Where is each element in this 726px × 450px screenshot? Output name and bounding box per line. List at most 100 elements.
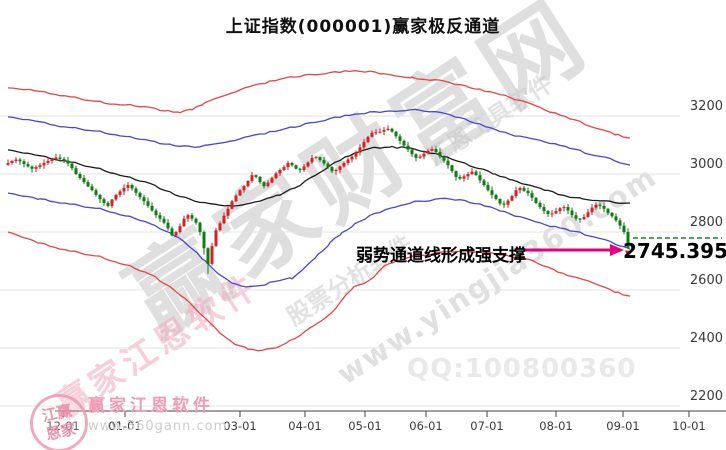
candle-body [358, 147, 362, 153]
candle-body [274, 173, 278, 179]
candle-body [450, 165, 454, 172]
candle-body [58, 157, 62, 159]
y-axis-label-2800: 2800 [689, 215, 723, 230]
candle-body [610, 212, 614, 217]
candle-body [190, 215, 194, 219]
candle-body [310, 157, 314, 163]
candle-body [122, 187, 126, 192]
candle-body [194, 218, 198, 223]
candle-body [246, 180, 250, 187]
candle-body [482, 180, 486, 186]
candle-body [198, 222, 202, 232]
candle-body [158, 215, 162, 219]
candle-body [522, 187, 526, 191]
candle-body [434, 149, 438, 152]
x-axis-label-12-01: 12-01 [46, 419, 80, 433]
candle-body [554, 211, 558, 214]
candle-body [82, 178, 86, 183]
end-marker-triangle-icon [625, 250, 631, 257]
x-axis-label-04-01: 04-01 [288, 419, 322, 433]
candle-body [334, 169, 338, 172]
candle-body [562, 207, 566, 209]
candle-body [582, 216, 586, 220]
candle-body [402, 140, 406, 146]
candle-body [398, 136, 402, 141]
candle-body [98, 194, 102, 200]
candle-body [38, 165, 42, 168]
support-price-label: 2745.3952 [623, 239, 726, 263]
channel-line-lower_outer_red [7, 231, 631, 352]
y-axis-label-3200: 3200 [689, 99, 723, 114]
candle-body [214, 230, 218, 246]
candle-body [594, 204, 598, 208]
y-axis-label-2400: 2400 [689, 331, 723, 346]
vendor-site-url: www.360gann.com [88, 419, 228, 434]
candle-body [222, 215, 226, 224]
candle-body [458, 176, 462, 179]
candle-body [342, 162, 346, 167]
channel-line-middle_black [7, 145, 631, 207]
candle-body [362, 142, 366, 148]
candle-body [42, 162, 46, 166]
candle-body [170, 228, 174, 236]
candle-body [162, 218, 166, 223]
candle-body [266, 182, 270, 187]
candle-body [54, 157, 58, 160]
x-axis-label-08-01: 08-01 [539, 419, 573, 433]
candle-body [330, 167, 334, 172]
candle-body [486, 185, 490, 191]
candle-body [262, 182, 266, 187]
x-axis-label-06-01: 06-01 [409, 419, 443, 433]
candle-body [578, 218, 582, 220]
candle-body [166, 222, 170, 229]
channel-line-lower_inner_blue [7, 192, 631, 288]
candle-body [18, 159, 22, 162]
candle-body [454, 171, 458, 177]
x-axis-label-05-01: 05-01 [348, 419, 382, 433]
candle-body [278, 169, 282, 174]
candle-body [570, 210, 574, 216]
candle-body [70, 163, 74, 169]
candle-body [502, 203, 506, 205]
candle-body [498, 198, 502, 204]
candle-body [462, 176, 466, 179]
candle-body [306, 162, 310, 167]
candle-body [102, 199, 106, 203]
candle-body [242, 186, 246, 191]
candle-body [94, 190, 98, 195]
candle-body [366, 136, 370, 143]
candle-body [126, 185, 130, 188]
candle-body [566, 207, 570, 211]
candle-body [374, 132, 378, 134]
candle-body [114, 194, 118, 200]
candle-body [602, 205, 606, 209]
candle-body [394, 131, 398, 137]
candle-body [254, 175, 258, 177]
x-axis-label-09-01: 09-01 [606, 419, 640, 433]
candle-body [286, 162, 290, 168]
candle-body [146, 201, 150, 206]
x-axis-label-03-01: 03-01 [223, 419, 257, 433]
candle-body [478, 175, 482, 181]
candle-body [6, 162, 10, 165]
candle-body [186, 215, 190, 219]
candle-body [62, 158, 66, 161]
candle-body [378, 131, 382, 133]
candle-body [414, 154, 418, 158]
support-annotation-text: 弱势通道线形成强支撑 [356, 246, 526, 266]
candle-body [90, 186, 94, 191]
candle-body [106, 203, 110, 206]
candle-body [86, 182, 90, 187]
candle-body [218, 223, 222, 231]
candle-body [282, 167, 286, 170]
candle-body [354, 152, 358, 157]
candle-body [314, 157, 318, 159]
candle-body [118, 191, 122, 195]
candle-body [346, 159, 350, 163]
candle-body [370, 132, 374, 137]
candle-body [298, 168, 302, 170]
candle-body [154, 210, 158, 216]
candle-body [598, 204, 602, 206]
candle-body [382, 129, 386, 132]
candle-body [474, 171, 478, 176]
